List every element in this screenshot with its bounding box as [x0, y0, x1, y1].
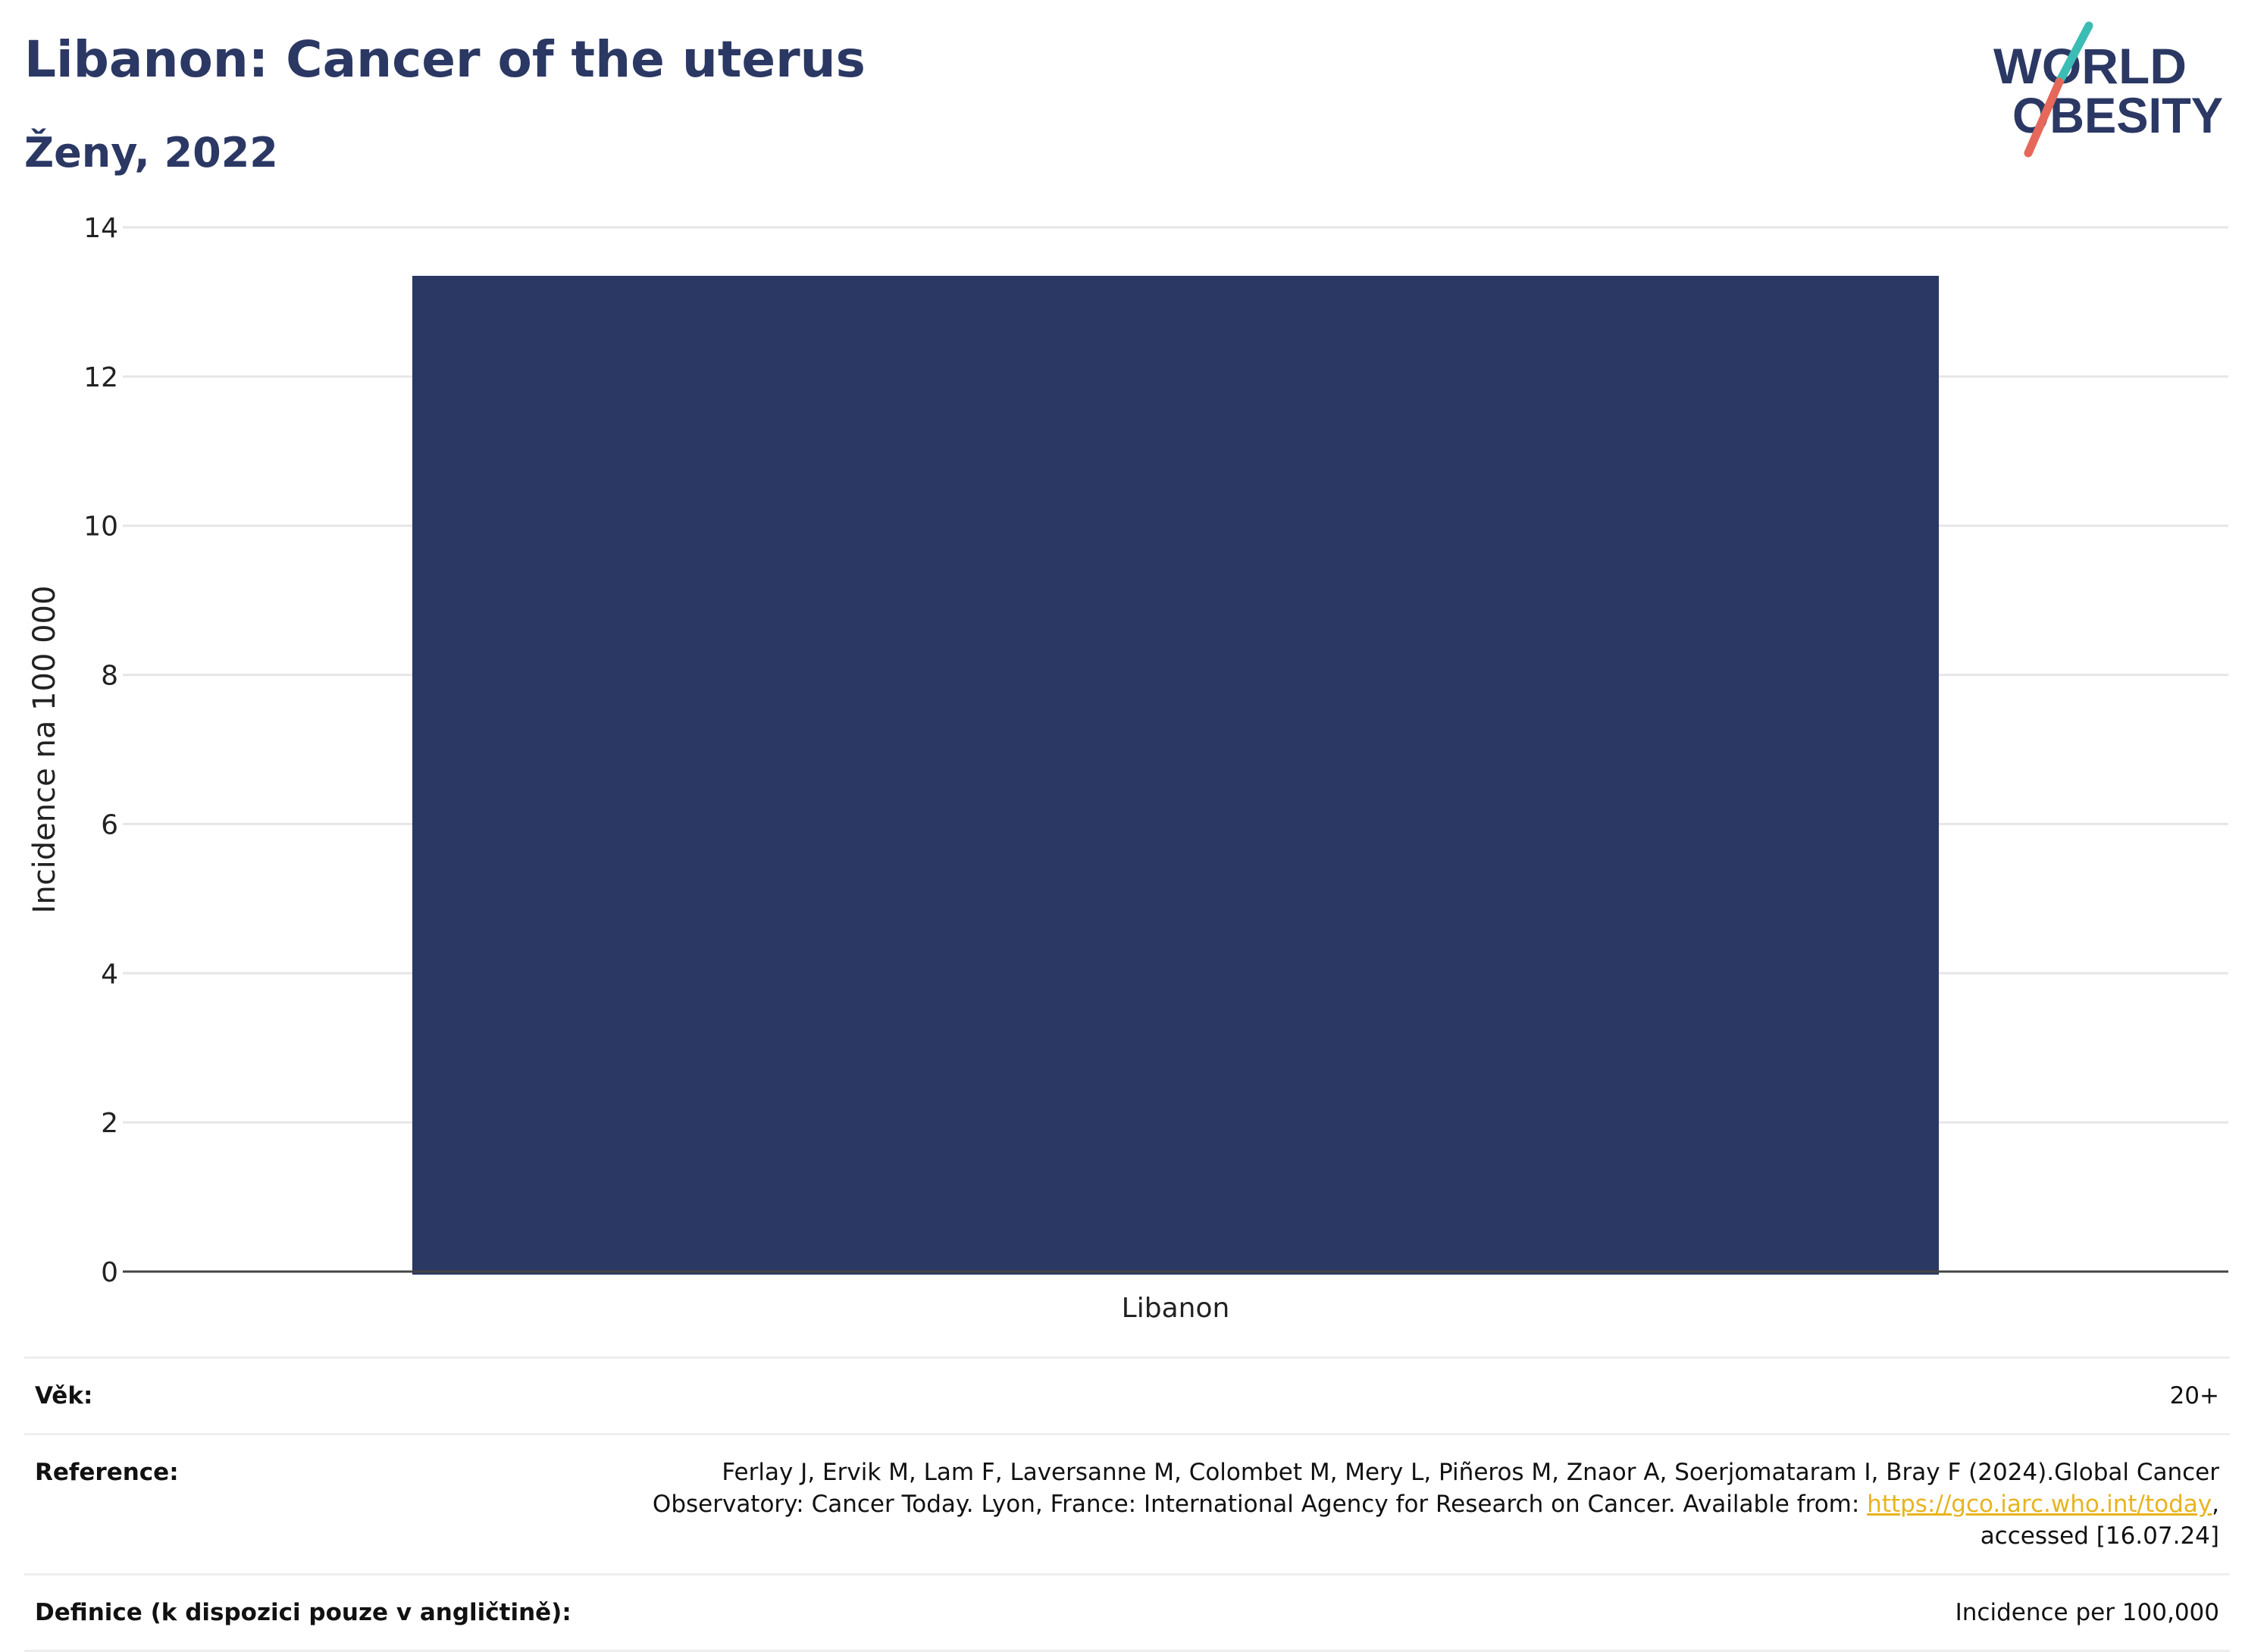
reference-label: Reference:	[24, 1433, 622, 1575]
y-tick-label: 0	[101, 1257, 118, 1288]
definition-value: Incidence per 100,000	[622, 1573, 2230, 1652]
logo-slash-top	[2055, 21, 2093, 86]
reference-value: Ferlay J, Ervik M, Lam F, Laversanne M, …	[622, 1433, 2230, 1575]
chart-subtitle: Ženy, 2022	[24, 129, 278, 177]
y-tick-label: 12	[83, 362, 118, 393]
info-row-reference: Reference: Ferlay J, Ervik M, Lam F, Lav…	[24, 1433, 2230, 1575]
world-obesity-logo: WORLD OBESITY	[1993, 21, 2223, 158]
info-table: Věk: 20+ Reference: Ferlay J, Ervik M, L…	[24, 1356, 2230, 1652]
reference-text: Ferlay J, Ervik M, Lam F, Laversanne M, …	[652, 1459, 2219, 1518]
logo-slash-bottom	[2024, 77, 2064, 158]
x-tick-label: Libanon	[1122, 1293, 1230, 1324]
y-tick-label: 6	[101, 809, 118, 840]
info-row-definition: Definice (k dispozici pouze v angličtině…	[24, 1573, 2230, 1652]
bar-chart: 0 2 4 6 8 10 12 14 Incidence na 100 000 Libanon	[27, 213, 2228, 1324]
y-tick-label: 4	[101, 959, 118, 990]
bar	[412, 275, 1940, 1275]
y-tick-label: 14	[83, 213, 118, 244]
info-row-age: Věk: 20+	[24, 1356, 2230, 1435]
age-label: Věk:	[24, 1356, 622, 1435]
reference-link[interactable]: https://gco.iarc.who.int/today	[1867, 1491, 2212, 1518]
reference-accessed: , accessed [16.07.24]	[1980, 1491, 2219, 1550]
logo-line-1: WORLD	[1993, 38, 2187, 94]
y-tick-label: 2	[101, 1108, 118, 1139]
y-tick-label: 10	[83, 512, 118, 543]
y-axis-title: Incidence na 100 000	[27, 586, 62, 914]
chart-title: Libanon: Cancer of the uterus	[24, 30, 866, 89]
y-tick-label: 8	[101, 661, 118, 692]
age-value: 20+	[622, 1356, 2230, 1435]
definition-label: Definice (k dispozici pouze v angličtině…	[24, 1573, 622, 1652]
